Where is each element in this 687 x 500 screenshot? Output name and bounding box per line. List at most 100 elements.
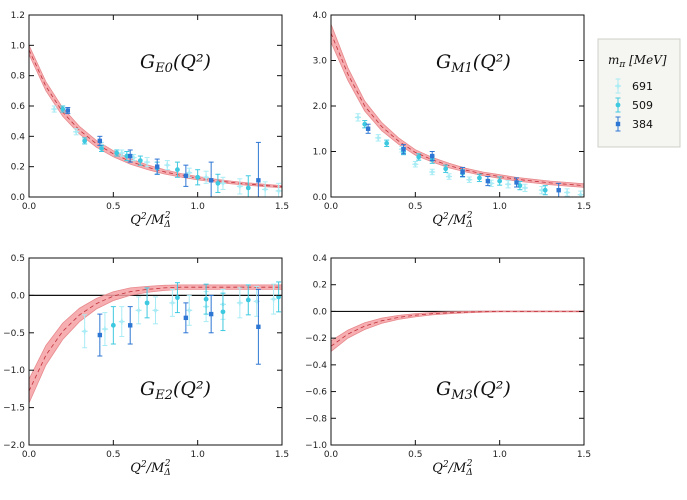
fit-central-line	[331, 33, 584, 186]
xlabel-mid: /M	[145, 461, 165, 476]
xlabel-mid: /M	[447, 461, 467, 476]
data-point	[245, 297, 251, 303]
data-point	[514, 180, 519, 185]
panel-title: GM3(Q²)	[436, 378, 511, 403]
y-tick-label: 1.0	[11, 41, 26, 51]
panel-e2: 0.0 0.5 1.0 1.5 −2.0 −1.5 −1.0 −0.5 0.0 0.5 GE2(Q²…	[3, 254, 289, 478]
data-point	[65, 108, 70, 113]
data-point	[195, 174, 201, 180]
panel-title: GM1(Q²)	[436, 51, 511, 76]
data-point	[489, 181, 493, 185]
series-509	[60, 105, 251, 197]
y-tick-label: −0.4	[305, 361, 327, 371]
y-tick-label: 2.0	[313, 102, 328, 112]
data-point	[477, 175, 482, 181]
legend: mπ [MeV] 691 509 384	[597, 38, 681, 148]
data-point	[497, 178, 503, 184]
data-point	[413, 162, 417, 166]
xlabel-main: Q	[130, 461, 141, 476]
y-tick-label: 1.2	[11, 11, 25, 21]
y-tick-label: −1.5	[3, 404, 25, 414]
legend-entry-509: 509	[615, 97, 653, 113]
x-tick-label: 0.0	[22, 450, 37, 460]
data-point	[365, 126, 371, 131]
x-axis-label: Q2/MΔ2	[130, 459, 171, 478]
data-point	[447, 174, 451, 179]
data-point	[183, 173, 189, 178]
legend-entry-691: 691	[615, 78, 653, 94]
data-point	[83, 329, 87, 333]
data-point	[271, 297, 276, 301]
data-point	[401, 147, 406, 152]
data-point	[203, 296, 209, 302]
y-tick-label: −0.6	[305, 388, 327, 398]
data-point	[120, 319, 124, 324]
xlabel-main: Q	[432, 461, 443, 476]
data-point	[131, 155, 136, 160]
xlabel-sup1: 2	[140, 212, 147, 222]
panels: 0.0 0.5 1.0 1.50.00.20.40.60.81.01.2GE0(Q²)…	[3, 11, 591, 478]
y-tick-label: −0.2	[305, 334, 327, 344]
y-tick-label: −0.5	[3, 329, 25, 339]
data-point	[238, 301, 242, 305]
data-point	[175, 167, 180, 173]
y-tick-label: −0.8	[305, 414, 327, 424]
data-point	[256, 178, 261, 183]
series-509	[110, 281, 282, 345]
fit-band	[331, 310, 584, 353]
y-tick-label: −1.0	[305, 441, 327, 451]
data-point	[99, 146, 104, 151]
data-point	[255, 299, 259, 303]
xlabel-sup1: 2	[140, 460, 147, 470]
data-point	[220, 309, 226, 315]
data-point	[556, 187, 561, 193]
legend-marker	[615, 121, 621, 127]
panel-title-rest: (Q²)	[473, 378, 511, 400]
x-tick-label: 0.0	[324, 202, 339, 212]
fit-band-group	[29, 284, 282, 404]
panel-title-main: G	[436, 378, 451, 400]
fit-band-group	[331, 23, 584, 188]
data-point	[175, 295, 180, 301]
y-tick-label: −2.0	[3, 441, 25, 451]
data-point	[485, 178, 491, 184]
data-point	[467, 178, 471, 182]
data-point	[144, 300, 150, 306]
fit-band	[29, 284, 282, 404]
xlabel-sub: Δ	[465, 468, 473, 478]
data-point	[97, 138, 103, 144]
data-point	[245, 185, 251, 191]
data-point	[114, 150, 120, 156]
data-point	[187, 171, 191, 175]
panel-title-sub: E2	[154, 388, 173, 403]
series-384	[97, 288, 261, 365]
fit-central-line	[29, 286, 282, 392]
series-691	[354, 113, 584, 197]
x-tick-label: 0.5	[408, 450, 422, 460]
xlabel-sup2: 2	[466, 459, 473, 469]
data-point	[154, 164, 160, 169]
data-point	[430, 170, 434, 174]
data-point	[430, 153, 435, 159]
panel-title-rest: (Q²)	[473, 51, 511, 73]
data-point	[460, 169, 465, 175]
panel-e0: 0.0 0.5 1.0 1.5 0.0 0.2 0.4 0.6 0.8 1.0 1.2 GE0(Q²)…	[11, 11, 289, 230]
data-point	[82, 138, 88, 144]
panel-title-rest: (Q²)	[173, 378, 211, 400]
data-point	[103, 327, 107, 331]
y-tick-label: 4.0	[313, 11, 328, 21]
x-tick-label: 0.0	[324, 450, 339, 460]
data-point	[565, 190, 569, 195]
data-point	[362, 121, 368, 127]
panel-title-rest: (Q²)	[173, 51, 211, 73]
data-point	[277, 189, 281, 193]
data-point	[137, 158, 143, 164]
x-axis-label: Q2/MΔ2	[432, 211, 473, 230]
panel-title: GE0(Q²)	[140, 51, 211, 76]
x-tick-label: 1.5	[577, 450, 591, 460]
data-point	[208, 311, 214, 317]
data-point	[153, 308, 158, 312]
x-tick-label: 1.5	[275, 202, 289, 212]
data-point	[52, 107, 56, 111]
xlabel-main: Q	[130, 213, 141, 228]
